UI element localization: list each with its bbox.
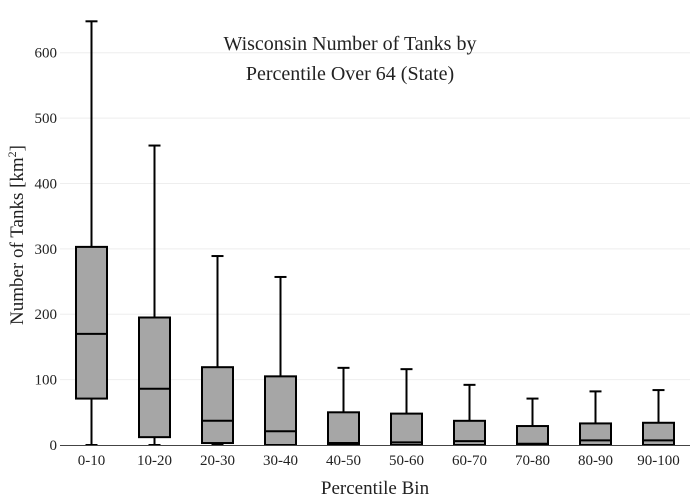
x-tick-label: 70-80 xyxy=(515,453,550,469)
box-iqr xyxy=(75,245,108,400)
y-axis-title-main: Number of Tanks [km xyxy=(7,157,28,325)
box-series xyxy=(75,20,675,447)
y-tick-label: 600 xyxy=(35,46,58,62)
box-iqr xyxy=(642,421,675,446)
x-tick-label: 90-100 xyxy=(637,453,680,469)
x-tick-label: 10-20 xyxy=(137,453,172,469)
y-axis-title-suffix: ] xyxy=(7,145,28,151)
box-30-40 xyxy=(264,275,297,447)
x-tick-label: 50-60 xyxy=(389,453,424,469)
box-80-90 xyxy=(579,390,612,446)
box-iqr xyxy=(390,412,423,447)
y-tick-label: 300 xyxy=(35,242,58,258)
x-tick-label: 80-90 xyxy=(578,453,613,469)
box-50-60 xyxy=(390,368,423,447)
box-iqr xyxy=(579,422,612,446)
y-axis-title-superscript: 2 xyxy=(5,151,19,157)
y-tick-label: 400 xyxy=(35,176,58,192)
box-90-100 xyxy=(642,389,675,446)
box-0-10 xyxy=(75,20,108,446)
x-tick-label: 0-10 xyxy=(78,453,106,469)
box-iqr xyxy=(516,425,549,446)
y-tick-label: 100 xyxy=(35,373,58,389)
chart-title-line-1: Wisconsin Number of Tanks by xyxy=(224,33,477,55)
x-tick-label: 60-70 xyxy=(452,453,487,469)
box-70-80 xyxy=(516,397,549,446)
box-60-70 xyxy=(453,383,486,446)
box-iqr xyxy=(138,316,171,439)
box-iqr xyxy=(201,366,234,445)
y-tick-label: 0 xyxy=(50,438,58,454)
y-tick-labels: 0 100 200 300 400 500 600 xyxy=(35,46,58,454)
box-20-30 xyxy=(201,255,234,446)
box-10-20 xyxy=(138,144,171,446)
y-axis-title: Number of Tanks [km2] xyxy=(5,145,28,325)
y-tick-label: 200 xyxy=(35,307,58,323)
x-axis-title: Percentile Bin xyxy=(321,478,430,499)
x-tick-label: 20-30 xyxy=(200,453,235,469)
x-tick-labels: 0-10 10-20 20-30 30-40 40-50 50-60 60-70 70-80 8… xyxy=(78,453,680,469)
box-iqr xyxy=(327,411,360,446)
x-tick-label: 40-50 xyxy=(326,453,361,469)
x-tick-label: 30-40 xyxy=(263,453,298,469)
chart-title-line-2: Percentile Over 64 (State) xyxy=(246,63,454,85)
y-tick-label: 500 xyxy=(35,111,58,127)
grid-lines xyxy=(60,52,690,381)
box-iqr xyxy=(264,375,297,447)
